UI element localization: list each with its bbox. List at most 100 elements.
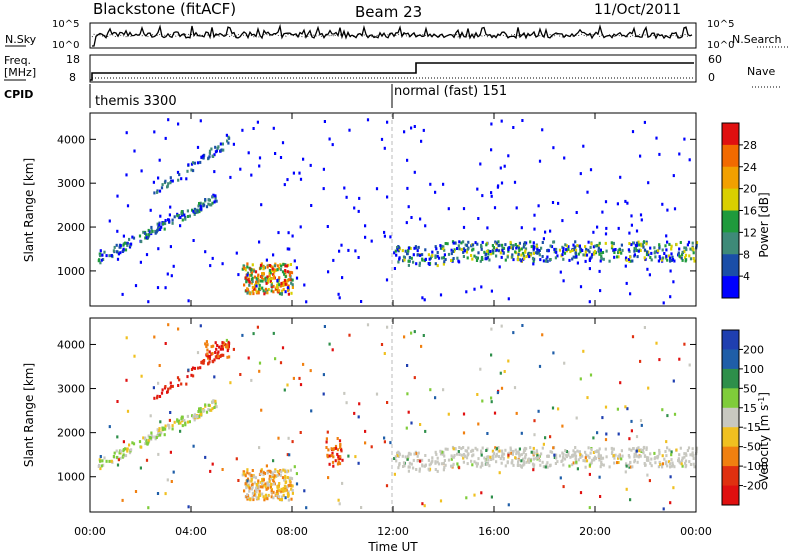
power-cell bbox=[214, 145, 217, 149]
power-cell bbox=[207, 202, 210, 206]
velocity-cell bbox=[476, 462, 479, 466]
power-cell bbox=[511, 253, 514, 257]
power-cell bbox=[287, 288, 290, 292]
velocity-cell bbox=[601, 456, 605, 460]
power-cell bbox=[103, 250, 106, 254]
velocity-cell bbox=[529, 459, 532, 463]
velocity-cell bbox=[241, 473, 244, 477]
velocity-cell bbox=[357, 461, 360, 465]
power-cell bbox=[246, 278, 249, 282]
velocity-cell bbox=[261, 477, 264, 481]
velocity-cell bbox=[422, 334, 425, 337]
velocity-cell bbox=[418, 467, 421, 471]
velocity-cell bbox=[663, 457, 666, 461]
power-cell bbox=[593, 249, 597, 253]
power-cell bbox=[375, 187, 379, 191]
power-cell bbox=[291, 286, 294, 289]
velocity-cell bbox=[685, 463, 688, 467]
velocity-cell bbox=[215, 347, 218, 351]
power-cell bbox=[341, 276, 344, 280]
power-cell bbox=[246, 271, 250, 275]
velocity-cell bbox=[412, 458, 415, 462]
power-cell bbox=[208, 149, 212, 153]
power-cell bbox=[523, 241, 526, 245]
velocity-colorbar-swatch bbox=[722, 407, 739, 428]
velocity-cell bbox=[654, 461, 657, 465]
power-cell bbox=[254, 288, 257, 292]
velocity-cell bbox=[173, 420, 176, 424]
velocity-cell bbox=[556, 460, 559, 464]
power-cell bbox=[278, 292, 282, 296]
velocity-cell bbox=[684, 459, 688, 463]
power-cell bbox=[462, 255, 465, 258]
velocity-cell bbox=[611, 450, 614, 454]
power-cell bbox=[476, 242, 479, 246]
velocity-cell bbox=[345, 401, 348, 405]
velocity-cell bbox=[257, 493, 261, 497]
velocity-cell bbox=[552, 446, 555, 450]
power-cell bbox=[262, 265, 265, 269]
velocity-cell bbox=[149, 414, 152, 418]
velocity-cell bbox=[146, 441, 150, 445]
power-cell bbox=[422, 128, 425, 132]
power-cell bbox=[598, 241, 601, 245]
velocity-cell bbox=[452, 462, 455, 466]
power-cell bbox=[692, 257, 695, 260]
power-cell bbox=[383, 234, 386, 238]
power-cell bbox=[199, 160, 202, 164]
power-cell bbox=[122, 243, 125, 247]
velocity-cell bbox=[283, 388, 286, 392]
power-cell bbox=[681, 250, 684, 254]
velocity-cell bbox=[274, 468, 277, 472]
velocity-cell bbox=[366, 323, 370, 327]
velocity-cell bbox=[687, 446, 691, 450]
power-cell bbox=[338, 249, 341, 253]
velocity-cell bbox=[630, 429, 633, 433]
power-cell bbox=[248, 283, 251, 287]
power-cell bbox=[110, 254, 113, 258]
velocity-ytick-label: 1000 bbox=[57, 471, 85, 484]
power-cell bbox=[383, 230, 386, 234]
velocity-cell bbox=[581, 454, 584, 458]
velocity-cell bbox=[558, 454, 562, 458]
velocity-cell bbox=[525, 460, 528, 464]
velocity-cell bbox=[326, 430, 329, 434]
power-cell bbox=[266, 265, 269, 269]
velocity-cell bbox=[613, 456, 616, 460]
power-cell bbox=[681, 258, 684, 262]
power-cell bbox=[572, 243, 575, 247]
velocity-cell bbox=[579, 491, 583, 495]
velocity-cell bbox=[331, 451, 334, 455]
velocity-cell bbox=[246, 479, 249, 483]
velocity-cell bbox=[288, 479, 291, 483]
power-cell bbox=[398, 246, 401, 250]
power-cell bbox=[283, 183, 286, 187]
velocity-cell bbox=[584, 450, 587, 454]
power-cell bbox=[481, 240, 484, 244]
velocity-cell bbox=[284, 474, 287, 478]
power-cell bbox=[587, 248, 590, 252]
power-cell bbox=[581, 249, 584, 252]
velocity-cell bbox=[375, 392, 379, 396]
power-cell bbox=[553, 250, 556, 254]
velocity-cell bbox=[524, 453, 528, 457]
velocity-cell bbox=[648, 479, 651, 483]
velocity-cell bbox=[441, 450, 444, 454]
velocity-cell bbox=[264, 496, 267, 500]
power-cell bbox=[393, 267, 396, 270]
power-cell bbox=[672, 174, 675, 178]
power-cell bbox=[258, 283, 261, 287]
power-cell bbox=[586, 190, 589, 194]
power-cell bbox=[620, 251, 623, 255]
velocity-cell bbox=[130, 448, 133, 452]
velocity-cell bbox=[250, 479, 253, 483]
velocity-cell bbox=[498, 471, 501, 475]
power-cell bbox=[588, 267, 591, 271]
velocity-cell bbox=[256, 325, 259, 329]
velocity-cell bbox=[434, 460, 437, 464]
power-cell bbox=[186, 209, 189, 213]
freq-label-2: [MHz] bbox=[4, 66, 36, 79]
velocity-cell bbox=[339, 446, 342, 449]
velocity-cell bbox=[283, 478, 286, 482]
power-cell bbox=[635, 229, 639, 233]
